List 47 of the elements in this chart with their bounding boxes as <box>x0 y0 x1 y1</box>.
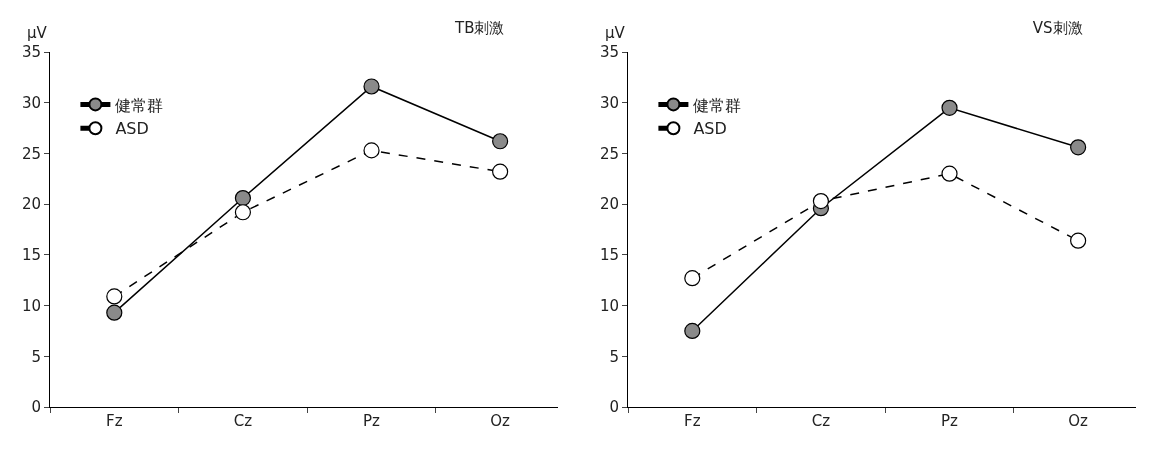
x-tick-label: Cz <box>811 412 831 430</box>
y-tick-label: 20 <box>21 195 41 214</box>
x-tick-label: Cz <box>233 412 253 430</box>
x-tick-label: Oz <box>490 412 511 430</box>
x-tick-label: Pz <box>363 412 381 430</box>
y-tick-label: 0 <box>609 398 619 417</box>
legend-label: ASD <box>693 119 727 139</box>
chart-title: TB刺激 <box>454 19 505 38</box>
y-tick-label: 35 <box>21 43 41 62</box>
y-tick-label: 10 <box>599 296 619 315</box>
point <box>363 142 380 159</box>
point <box>1070 232 1087 249</box>
x-tick-label: Oz <box>1068 412 1089 430</box>
y-tick-label: 15 <box>21 246 41 265</box>
x-tick-label: Fz <box>106 412 123 430</box>
point <box>106 288 123 305</box>
point <box>363 78 380 95</box>
y-tick-label: 30 <box>21 93 41 112</box>
y-tick-label: 10 <box>21 296 41 315</box>
y-tick-label: 25 <box>599 144 619 163</box>
point <box>1070 139 1087 156</box>
legend-label: ASD <box>115 119 149 139</box>
point <box>684 270 701 287</box>
point <box>941 99 958 116</box>
y-tick-label: 5 <box>31 347 41 366</box>
point <box>941 165 958 182</box>
legend-label: 健常群 <box>115 95 164 115</box>
y-axis-title: μV <box>605 24 626 42</box>
y-tick-label: 20 <box>599 195 619 214</box>
y-tick-label: 25 <box>21 144 41 163</box>
y-tick-label: 30 <box>599 93 619 112</box>
x-tick-label: Fz <box>684 412 701 430</box>
point <box>106 304 123 321</box>
y-tick-label: 35 <box>599 43 619 62</box>
y-tick-label: 0 <box>31 398 41 417</box>
point <box>492 133 509 150</box>
y-axis-title: μV <box>27 24 48 42</box>
x-tick-label: Pz <box>941 412 959 430</box>
point <box>492 163 509 180</box>
point <box>234 189 252 207</box>
chart-title: VS刺激 <box>1032 19 1083 38</box>
y-tick-label: 5 <box>609 347 619 366</box>
point <box>234 204 252 221</box>
point <box>684 322 701 340</box>
legend-label: 健常群 <box>693 95 742 115</box>
point <box>812 193 830 210</box>
y-tick-label: 15 <box>599 246 619 265</box>
